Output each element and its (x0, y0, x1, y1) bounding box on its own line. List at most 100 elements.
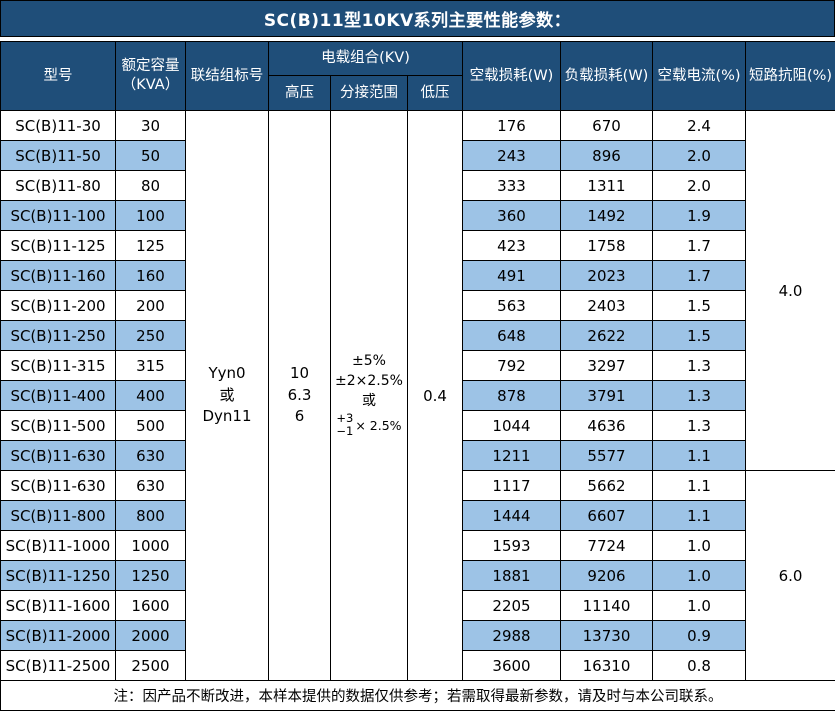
cell-model: SC(B)11-400 (0, 380, 116, 411)
cell-model: SC(B)11-50 (0, 140, 116, 171)
cell-no-load-loss: 243 (462, 140, 561, 171)
table-row: SC(B)11-80 80 333 1311 2.0 (0, 170, 835, 201)
cell-load-loss: 7724 (560, 530, 653, 561)
cell-capacity: 500 (115, 410, 186, 441)
cell-model: SC(B)11-125 (0, 230, 116, 261)
cell-capacity: 160 (115, 260, 186, 291)
cell-no-load-current: 1.3 (652, 380, 746, 411)
col-header-no-load-current: 空载电流(%) (652, 41, 746, 111)
table-row: SC(B)11-400 400 878 3791 1.3 (0, 380, 835, 411)
cell-load-loss: 13730 (560, 620, 653, 651)
footnote-row: 注：因产品不断改进，本样本提供的数据仅供参考；若需取得最新参数，请及时与本公司联… (0, 680, 835, 711)
cell-no-load-loss: 1593 (462, 530, 561, 561)
cell-model: SC(B)11-100 (0, 200, 116, 231)
cell-model: SC(B)11-200 (0, 290, 116, 321)
title-divider (0, 37, 835, 41)
cell-no-load-loss: 1881 (462, 560, 561, 591)
col-header-model: 型号 (0, 41, 116, 111)
cell-no-load-loss: 2988 (462, 620, 561, 651)
cell-tap-range: ±5% ±2×2.5% 或 +3 −1 × 2.5% (330, 110, 408, 681)
cell-capacity: 200 (115, 290, 186, 321)
table-row: SC(B)11-160 160 491 2023 1.7 (0, 260, 835, 291)
table-title-bar: SC(B)11型10KV系列主要性能参数： (0, 0, 835, 37)
table-row: SC(B)11-250 250 648 2622 1.5 (0, 320, 835, 351)
table-row: SC(B)11-200 200 563 2403 1.5 (0, 290, 835, 321)
cell-no-load-current: 1.7 (652, 230, 746, 261)
cell-load-loss: 9206 (560, 560, 653, 591)
cell-no-load-current: 2.0 (652, 170, 746, 201)
cell-load-loss: 4636 (560, 410, 653, 441)
cell-capacity: 100 (115, 200, 186, 231)
cell-capacity: 630 (115, 470, 186, 501)
cell-capacity: 250 (115, 320, 186, 351)
tap-range-line1: ±5% (352, 353, 386, 370)
cell-model: SC(B)11-2000 (0, 620, 116, 651)
cell-impedance-group2: 6.0 (745, 470, 835, 681)
cell-load-loss: 1492 (560, 200, 653, 231)
cell-no-load-loss: 333 (462, 170, 561, 201)
cell-model: SC(B)11-250 (0, 320, 116, 351)
table-row: SC(B)11-2500 2500 3600 16310 0.8 (0, 650, 835, 681)
table-row: SC(B)11-30 30 Yyn0 或 Dyn11 10 6.3 6 ±5% … (0, 110, 835, 681)
cell-no-load-loss: 648 (462, 320, 561, 351)
performance-table: 型号 额定容量 （KVA） 联结组标号 电载组合(KV) 空载损耗(W) 负载损… (0, 41, 835, 711)
cell-no-load-current: 1.1 (652, 470, 746, 501)
cell-capacity: 80 (115, 170, 186, 201)
cell-model: SC(B)11-1250 (0, 560, 116, 591)
col-header-load-loss: 负载损耗(W) (560, 41, 653, 111)
table-row: SC(B)11-1250 1250 1881 9206 1.0 (0, 560, 835, 591)
cell-model: SC(B)11-30 (0, 110, 116, 141)
cell-lv-voltage: 0.4 (407, 110, 463, 681)
cell-no-load-loss: 1211 (462, 440, 561, 471)
table-header: 型号 额定容量 （KVA） 联结组标号 电载组合(KV) 空载损耗(W) 负载损… (0, 41, 835, 111)
cell-capacity: 800 (115, 500, 186, 531)
cell-capacity: 2000 (115, 620, 186, 651)
cell-no-load-current: 1.0 (652, 530, 746, 561)
cell-model: SC(B)11-630 (0, 470, 116, 501)
cell-load-loss: 1311 (560, 170, 653, 201)
cell-no-load-current: 1.1 (652, 440, 746, 471)
col-header-lv: 低压 (407, 75, 463, 111)
tap-fraction-suffix: × 2.5% (355, 417, 402, 433)
cell-load-loss: 2403 (560, 290, 653, 321)
col-header-capacity-line1: 额定容量 (121, 58, 180, 75)
vector-group-line2: 或 (219, 385, 235, 404)
cell-no-load-current: 1.9 (652, 200, 746, 231)
vector-group-line1: Yyn0 (208, 363, 246, 382)
cell-model: SC(B)11-315 (0, 350, 116, 381)
cell-load-loss: 2622 (560, 320, 653, 351)
cell-load-loss: 5577 (560, 440, 653, 471)
footnote-text: 注：因产品不断改进，本样本提供的数据仅供参考；若需取得最新参数，请及时与本公司联… (0, 680, 835, 711)
col-header-hv: 高压 (268, 75, 331, 111)
col-header-voltage-combo: 电载组合(KV) (268, 41, 463, 76)
table-row: SC(B)11-500 500 1044 4636 1.3 (0, 410, 835, 441)
cell-no-load-loss: 1444 (462, 500, 561, 531)
cell-load-loss: 2023 (560, 260, 653, 291)
tap-range-fraction: +3 −1 × 2.5% (333, 411, 405, 438)
table-row: SC(B)11-315 315 792 3297 1.3 (0, 350, 835, 381)
cell-no-load-current: 1.1 (652, 500, 746, 531)
cell-no-load-loss: 878 (462, 380, 561, 411)
table-row: SC(B)11-800 800 1444 6607 1.1 (0, 500, 835, 531)
hv-line1: 10 (289, 363, 310, 382)
cell-no-load-current: 2.0 (652, 140, 746, 171)
cell-no-load-loss: 491 (462, 260, 561, 291)
cell-capacity: 50 (115, 140, 186, 171)
cell-capacity: 1600 (115, 590, 186, 621)
hv-line3: 6 (294, 407, 305, 426)
cell-model: SC(B)11-1000 (0, 530, 116, 561)
hv-line2: 6.3 (287, 385, 312, 404)
cell-no-load-current: 1.3 (652, 350, 746, 381)
table-title: SC(B)11型10KV系列主要性能参数： (263, 11, 572, 31)
cell-no-load-current: 1.5 (652, 290, 746, 321)
cell-model: SC(B)11-630 (0, 440, 116, 471)
header-row-main: 型号 额定容量 （KVA） 联结组标号 电载组合(KV) 空载损耗(W) 负载损… (0, 41, 835, 111)
cell-load-loss: 3297 (560, 350, 653, 381)
cell-no-load-loss: 1117 (462, 470, 561, 501)
cell-no-load-current: 1.0 (652, 590, 746, 621)
col-header-no-load-loss: 空载损耗(W) (462, 41, 561, 111)
cell-model: SC(B)11-160 (0, 260, 116, 291)
table-row: SC(B)11-50 50 243 896 2.0 (0, 140, 835, 171)
table-row: SC(B)11-1600 1600 2205 11140 1.0 (0, 590, 835, 621)
